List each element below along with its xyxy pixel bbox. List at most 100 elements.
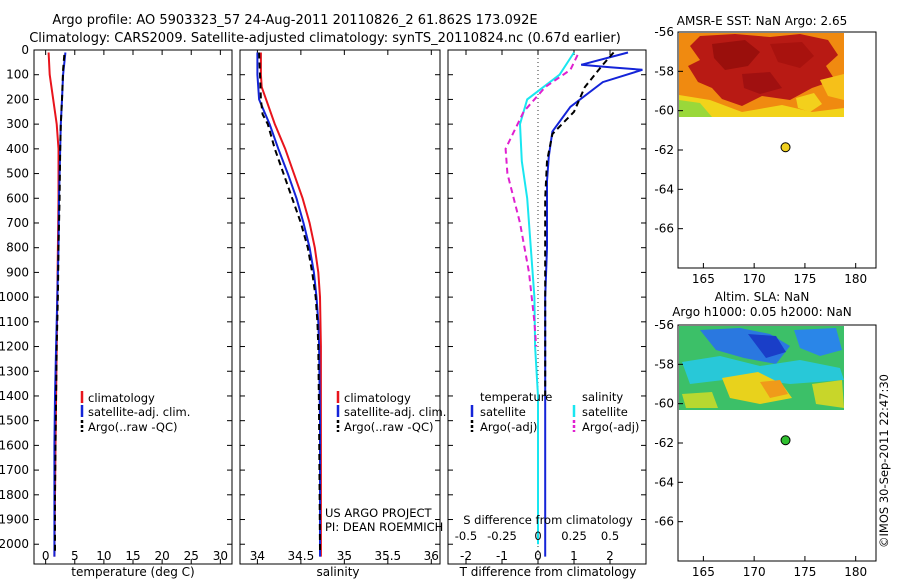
s-difference-label: S difference from climatology <box>463 513 633 527</box>
legend-label-climatology: climatology <box>344 391 411 405</box>
legend-label-climatology: climatology <box>88 391 155 405</box>
series-line-black <box>54 54 66 552</box>
legend-label-t-satellite: satellite <box>480 405 526 419</box>
sla-orange-patch-1 <box>760 380 788 398</box>
sla-cyan-band <box>682 356 844 384</box>
temperature-plot-frame <box>33 49 233 565</box>
longitude-label: 170 <box>743 565 766 579</box>
depth-tick-label: 400 <box>6 142 29 156</box>
sst-cool-patch-3 <box>820 74 844 100</box>
legend-label-satellite-adj: satellite-adj. clim. <box>344 405 446 419</box>
longitude-label: 175 <box>793 272 816 286</box>
x-tick-label: -1 <box>496 549 508 563</box>
x-tick-label: 1 <box>570 549 578 563</box>
depth-tick-label: 1700 <box>0 463 29 477</box>
latitude-label: -62 <box>654 143 674 157</box>
s-diff-tick-label: -0.25 <box>487 529 517 543</box>
sla-map-subtitle: Argo h1000: 0.05 h2000: NaN <box>672 305 852 319</box>
x-tick-label: 36 <box>424 549 439 563</box>
sla-map-panel: Altim. SLA: NaN Argo h1000: 0.05 h2000: … <box>654 290 877 579</box>
latitude-label: -56 <box>654 25 674 39</box>
latitude-label: -58 <box>654 357 674 371</box>
s-diff-tick-label: 0.5 <box>601 529 619 543</box>
difference-panel: -2 -1 0 1 2 temperature satellite Argo(-adj)… <box>447 49 647 579</box>
longitude-label: 165 <box>692 565 715 579</box>
latitude-label: -60 <box>654 397 674 411</box>
latitude-label: -62 <box>654 436 674 450</box>
temperature-panel: 0100200300400500600700800900100011001200… <box>0 43 233 579</box>
depth-tick-label: 800 <box>6 241 29 255</box>
x-tick-label: 2 <box>606 549 614 563</box>
legend-heading-temperature: temperature <box>480 390 552 404</box>
series-line-magenta <box>504 54 579 347</box>
t-difference-x-label: T difference from climatology <box>459 565 637 579</box>
depth-tick-label: 1300 <box>0 364 29 378</box>
x-tick-label: 10 <box>96 549 111 563</box>
legend-heading-salinity: salinity <box>582 390 623 404</box>
x-tick-label: 30 <box>213 549 228 563</box>
salinity-legend: climatology satellite-adj. clim. Argo(..… <box>336 391 446 434</box>
sla-yellow-patch-3 <box>682 392 718 408</box>
depth-tick-label: 100 <box>6 68 29 82</box>
depth-tick-label: 200 <box>6 92 29 106</box>
legend-label-s-argo: Argo(-adj) <box>582 420 639 434</box>
figure-title-line1: Argo profile: AO 5903323_57 24-Aug-2011 … <box>52 13 537 28</box>
sst-heatmap <box>679 33 844 117</box>
sla-blue-patch-2 <box>794 328 842 356</box>
depth-tick-label: 0 <box>21 43 29 57</box>
longitude-label: 175 <box>793 565 816 579</box>
sst-hot-patch-3 <box>742 72 782 94</box>
salinity-panel: 34 34.5 35 35.5 36 climatology satellite-adj… <box>239 49 446 579</box>
x-tick-label: 35.5 <box>374 549 401 563</box>
sst-yellow-band <box>679 95 844 117</box>
x-tick-label: 0 <box>534 549 542 563</box>
depth-tick-label: 1200 <box>0 340 29 354</box>
difference-plot-frame <box>447 49 647 565</box>
sst-map-panel: AMSR-E SST: NaN Argo: 2.65 165 170 175 180 -… <box>654 14 877 286</box>
depth-tick-label: 1600 <box>0 438 29 452</box>
depth-tick-label: 1400 <box>0 389 29 403</box>
latitude-label: -64 <box>654 475 674 489</box>
longitude-label: 180 <box>844 565 867 579</box>
x-tick-label: 5 <box>71 549 79 563</box>
legend-label-s-satellite: satellite <box>582 405 628 419</box>
temperature-x-label: temperature (deg C) <box>71 565 194 579</box>
project-annotation: US ARGO PROJECT <box>325 506 433 520</box>
depth-tick-label: 1100 <box>0 315 29 329</box>
depth-tick-label: 900 <box>6 265 29 279</box>
salinity-x-label: salinity <box>316 565 359 579</box>
s-diff-tick-label: 0 <box>534 529 541 543</box>
sla-yellow-patch-2 <box>812 380 844 408</box>
sst-hot-patch-2 <box>770 42 814 68</box>
depth-tick-label: 1500 <box>0 414 29 428</box>
depth-tick-label: 2000 <box>0 537 29 551</box>
difference-legend: temperature satellite Argo(-adj) salinit… <box>470 390 639 434</box>
sst-cool-patch-2 <box>796 93 822 112</box>
series-line-red <box>259 52 322 557</box>
sla-map-title: Altim. SLA: NaN <box>715 290 810 304</box>
latitude-label: -66 <box>654 515 674 529</box>
s-diff-tick-label: 0.25 <box>561 529 587 543</box>
legend-label-satellite-adj: satellite-adj. clim. <box>88 405 190 419</box>
sst-hot-patch-1 <box>712 40 760 70</box>
latitude-label: -66 <box>654 222 674 236</box>
latitude-label: -58 <box>654 64 674 78</box>
depth-tick-label: 300 <box>6 117 29 131</box>
depth-tick-label: 700 <box>6 216 29 230</box>
pi-annotation: PI: DEAN ROEMMICH <box>325 520 443 534</box>
x-tick-label: 34 <box>250 549 265 563</box>
x-tick-label: 0 <box>42 549 50 563</box>
longitude-label: 180 <box>844 272 867 286</box>
legend-label-argo: Argo(..raw -QC) <box>88 420 178 434</box>
x-tick-label: -2 <box>460 549 472 563</box>
series-line-blue <box>544 51 643 557</box>
longitude-label: 170 <box>743 272 766 286</box>
x-tick-label: 35 <box>337 549 352 563</box>
series-line-black <box>544 51 615 396</box>
s-diff-tick-label: -0.5 <box>455 529 477 543</box>
depth-tick-label: 1000 <box>0 290 29 304</box>
sst-map-title: AMSR-E SST: NaN Argo: 2.65 <box>677 14 847 28</box>
argo-float-marker-green <box>780 435 791 446</box>
sla-deep-patch-1 <box>748 334 786 358</box>
